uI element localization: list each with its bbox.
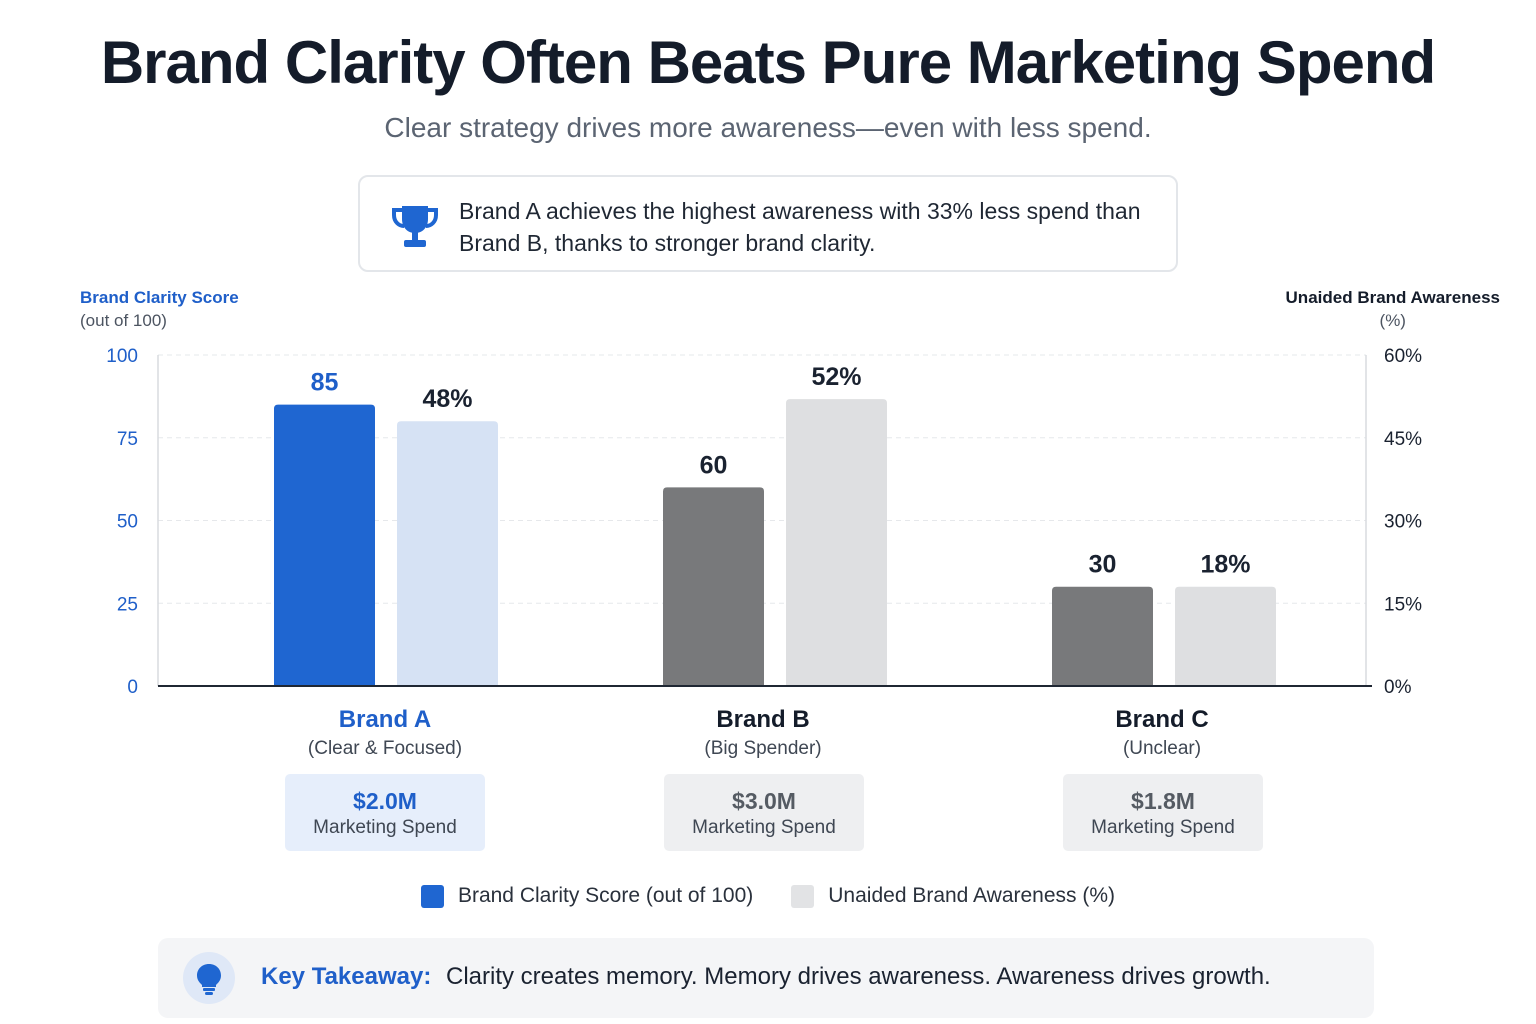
right-axis-tick-label: 0%: [1384, 677, 1412, 698]
lightbulb-icon: [183, 952, 235, 1004]
spend-label: Marketing Spend: [313, 817, 457, 838]
insight-callout: Brand A achieves the highest awareness w…: [358, 175, 1178, 272]
left-axis-tick-label: 75: [117, 429, 138, 450]
category-subtitle-brand-a: (Clear & Focused): [307, 738, 463, 759]
clarity-value-label-brand-b: 60: [700, 451, 728, 479]
legend-label-clarity: Brand Clarity Score (out of 100): [457, 884, 754, 907]
legend-item-clarity: Brand Clarity Score (out of 100): [420, 884, 754, 908]
legend-swatch-clarity: [420, 884, 444, 908]
awareness-value-label-brand-a: 48%: [422, 385, 472, 413]
category-subtitle-brand-b: (Big Spender): [704, 738, 822, 759]
insight-text: Brand A achieves the highest awareness w…: [459, 198, 1141, 256]
category-label-brand-c: Brand C: [1115, 706, 1209, 733]
right-axis-tick-label: 60%: [1384, 346, 1422, 367]
spend-label: Marketing Spend: [1091, 817, 1235, 838]
right-axis-tick-label: 45%: [1384, 429, 1422, 450]
takeaway-text: Clarity creates memory. Memory drives aw…: [446, 963, 1271, 990]
awareness-bar-brand-b: [786, 399, 887, 686]
clarity-bar-brand-a: [274, 404, 375, 686]
spend-box-brand-c: $1.8M Marketing Spend: [1063, 774, 1263, 851]
left-axis-title: Brand Clarity Score (out of 100): [80, 286, 239, 332]
chart-legend: Brand Clarity Score (out of 100) Unaided…: [0, 884, 1536, 908]
right-axis-tick-label: 15%: [1384, 594, 1422, 615]
left-axis-unit: (out of 100): [80, 311, 167, 330]
category-label-brand-a: Brand A: [338, 706, 432, 733]
clarity-bar-brand-c: [1052, 586, 1153, 686]
legend-item-awareness: Unaided Brand Awareness (%): [791, 884, 1115, 908]
chart-subtitle: Clear strategy drives more awareness—eve…: [384, 112, 1152, 143]
awareness-bar-brand-a: [397, 421, 498, 686]
awareness-value-label-brand-c: 18%: [1200, 551, 1250, 579]
spend-amount: $2.0M: [353, 788, 417, 814]
right-axis-tick-label: 30%: [1384, 512, 1422, 533]
left-axis-tick-label: 50: [117, 512, 138, 533]
spend-box-brand-b: $3.0M Marketing Spend: [664, 774, 864, 851]
trophy-icon: [392, 206, 438, 247]
key-takeaway-banner: Key Takeaway: Clarity creates memory. Me…: [158, 938, 1374, 1018]
legend-swatch-awareness: [791, 884, 815, 908]
category-label-brand-b: Brand B: [716, 706, 810, 733]
clarity-value-label-brand-c: 30: [1089, 551, 1117, 579]
awareness-value-label-brand-b: 52%: [811, 363, 861, 391]
spend-amount: $3.0M: [732, 788, 796, 814]
chart-title: Brand Clarity Often Beats Pure Marketing…: [100, 29, 1436, 96]
spend-amount: $1.8M: [1131, 788, 1195, 814]
takeaway-label: Key Takeaway:: [261, 963, 432, 990]
right-axis-label: Unaided Brand Awareness: [1285, 288, 1500, 307]
category-subtitle-brand-c: (Unclear): [1122, 738, 1202, 759]
left-axis-tick-label: 100: [106, 346, 138, 367]
spend-label: Marketing Spend: [692, 817, 836, 838]
left-axis-label: Brand Clarity Score: [80, 288, 239, 307]
legend-label-awareness: Unaided Brand Awareness (%): [828, 884, 1116, 907]
bar-chart: 0 0% 25 15% 50 30% 75 45% 100 60% 85 48% 60 52% 30 18%: [106, 346, 1422, 698]
clarity-bar-brand-b: [663, 487, 764, 686]
awareness-bar-brand-c: [1175, 586, 1276, 686]
spend-box-brand-a: $2.0M Marketing Spend: [285, 774, 485, 851]
right-axis-title: Unaided Brand Awareness (%): [1286, 286, 1500, 332]
clarity-value-label-brand-a: 85: [311, 369, 339, 397]
right-axis-unit: (%): [1379, 311, 1406, 330]
left-axis-tick-label: 25: [117, 594, 138, 615]
left-axis-tick-label: 0: [127, 677, 138, 698]
